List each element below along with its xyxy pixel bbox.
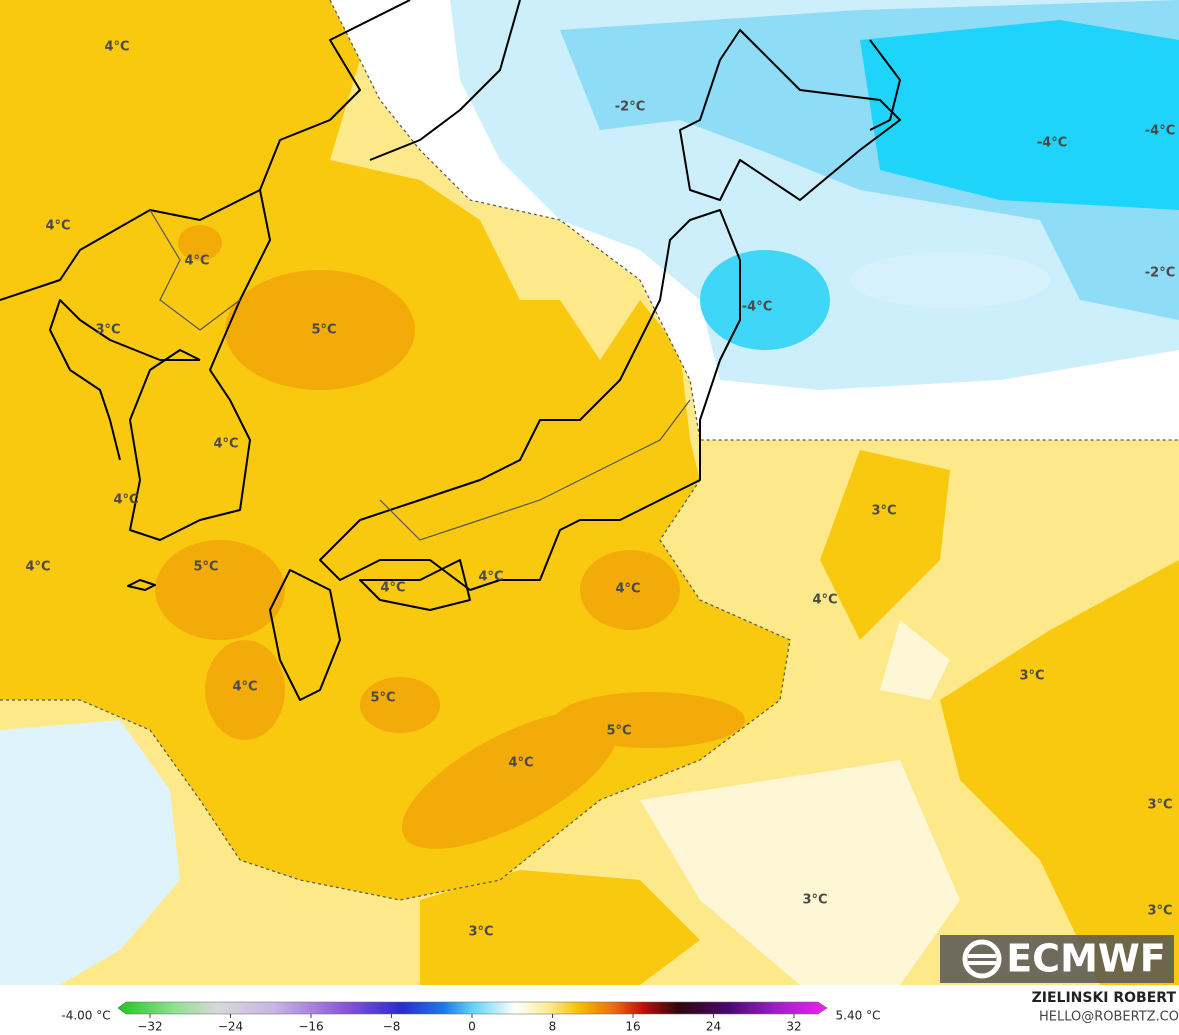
contour-label: 4°C — [45, 219, 70, 234]
contour-label: 4°C — [104, 40, 129, 55]
contour-label: 5°C — [606, 724, 631, 739]
logo-icon-bar — [968, 954, 996, 958]
colorbar: -4.00 °C 5.40 °C −32 −24 −16 −8 0 8 16 24 32 — [61, 1001, 881, 1034]
colorbar-tick-label: −32 — [137, 1020, 162, 1034]
contour-label: 5°C — [370, 691, 395, 706]
contour-label: 3°C — [1147, 798, 1172, 813]
contour-label: 4°C — [380, 581, 405, 596]
contour-label: 4°C — [478, 570, 503, 585]
colorbar-tick-label: −8 — [383, 1020, 401, 1034]
logo-icon-bar — [968, 961, 996, 965]
coastlines — [0, 0, 901, 701]
contour-label: 4°C — [615, 582, 640, 597]
contour-label: -4°C — [742, 300, 772, 315]
colorbar-tick-label: −16 — [298, 1020, 323, 1034]
contour-label: 4°C — [184, 254, 209, 269]
contour-label: 4°C — [232, 680, 257, 695]
contour-label: 3°C — [95, 323, 120, 338]
colorbar-tick-label: 0 — [468, 1020, 476, 1034]
contour-label: 3°C — [1147, 904, 1172, 919]
colorbar-ticks: −32 −24 −16 −8 0 8 16 24 32 — [137, 1014, 802, 1034]
logo-icon — [962, 939, 1002, 979]
contour-label: 4°C — [812, 593, 837, 608]
contour-label: -2°C — [1145, 266, 1175, 281]
contour-label: 4°C — [113, 493, 138, 508]
credit-name: ZIELINSKI ROBERT — [1032, 990, 1177, 1006]
contour-label: 3°C — [468, 925, 493, 940]
logo-text: ECMWF — [1006, 937, 1166, 981]
contour-label: 3°C — [871, 504, 896, 519]
contour-label: 4°C — [508, 756, 533, 771]
contour-labels: 4°C -2°C -4°C -4°C 4°C 4°C -2°C -4°C 5°C 3°C 4°C 4°… — [25, 40, 1175, 940]
min-label: -4.00 °C — [61, 1009, 110, 1023]
contour-label: -4°C — [1037, 136, 1067, 151]
contour-label: 3°C — [802, 893, 827, 908]
contour-label: -2°C — [615, 100, 645, 115]
contour-label: 5°C — [311, 323, 336, 338]
contour-label: 5°C — [193, 560, 218, 575]
colorbar-tick-label: 32 — [786, 1020, 801, 1034]
logo: ECMWF — [940, 935, 1174, 983]
map-field — [0, 0, 1179, 985]
contour-label: -4°C — [1145, 124, 1175, 139]
colorbar-tick-label: 8 — [549, 1020, 557, 1034]
contour-label: 4°C — [25, 560, 50, 575]
colorbar-tick-label: −24 — [218, 1020, 243, 1034]
contour-label: 4°C — [213, 437, 238, 452]
colorbar-ramp — [117, 1001, 828, 1015]
colorbar-tick-label: 24 — [706, 1020, 721, 1034]
max-label: 5.40 °C — [836, 1009, 881, 1023]
credit-contact: HELLO@ROBERTZ.CO — [1039, 1010, 1179, 1025]
colorbar-tick-label: 16 — [625, 1020, 640, 1034]
contour-label: 3°C — [1019, 669, 1044, 684]
